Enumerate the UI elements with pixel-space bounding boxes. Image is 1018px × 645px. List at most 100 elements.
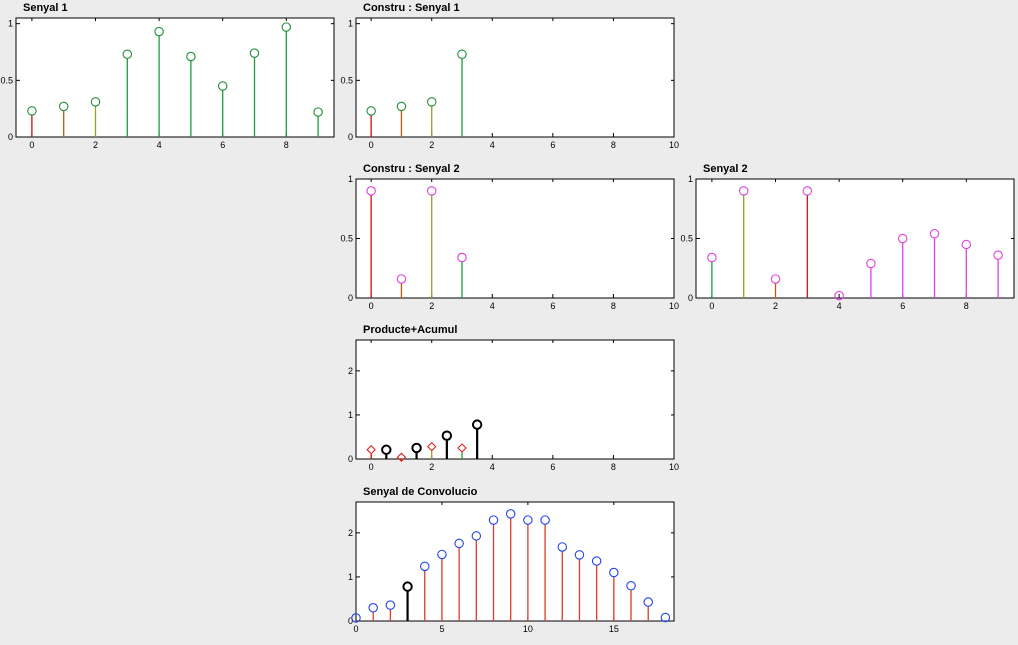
y-tick-label: 0: [348, 293, 353, 303]
x-tick-label: 4: [490, 140, 495, 150]
stem-marker: [58, 101, 69, 112]
stem-marker: [471, 419, 483, 430]
plot-frame: [695, 178, 1015, 299]
stem-marker: [426, 186, 437, 196]
x-tick-label: 10: [669, 301, 679, 311]
stem-marker: [366, 106, 376, 116]
stem-marker: [574, 550, 585, 560]
y-tick-label: 0: [348, 616, 353, 626]
y-tick-label: 1: [348, 19, 353, 29]
stem-marker: [381, 444, 392, 455]
stem-marker: [402, 581, 413, 592]
stem-marker: [426, 97, 437, 107]
y-tick-label: 0.5: [680, 234, 693, 244]
plot-frame: [355, 178, 675, 299]
stem-marker: [591, 556, 602, 566]
stem-marker: [802, 186, 813, 196]
y-tick-label: 2: [348, 366, 353, 376]
plot-frame: [15, 17, 335, 138]
chart-title-constru1: Constru : Senyal 1: [363, 2, 460, 14]
stem-marker: [154, 26, 164, 37]
x-tick-label: 8: [611, 301, 616, 311]
plot-frame: [355, 501, 675, 622]
y-tick-label: 1: [348, 175, 353, 184]
stem-marker: [122, 49, 133, 60]
stem-marker: [351, 613, 361, 623]
plot-senyal1: 0 2 4 6 8 0 0.5 1: [0, 17, 335, 150]
stem-marker: [961, 239, 972, 250]
stem-marker: [471, 531, 482, 541]
x-tick-label: 2: [429, 462, 434, 472]
x-tick-label: 10: [523, 624, 533, 634]
x-tick-label: 0: [369, 140, 374, 150]
stem-marker: [609, 567, 619, 578]
y-tick-label: 1: [688, 175, 693, 184]
stem-marker: [368, 603, 378, 613]
stem-marker: [660, 612, 671, 623]
y-tick-label: 0: [348, 132, 353, 142]
y-tick-label: 0.5: [340, 234, 353, 244]
stem-marker: [186, 51, 196, 62]
stem-marker: [396, 452, 407, 463]
stem-marker: [626, 580, 636, 591]
x-tick-label: 4: [837, 301, 842, 311]
chart-title-convolucio: Senyal de Convolucio: [363, 486, 478, 498]
plot-producte: 0 2 4 6 8 10 0 1 2: [348, 339, 679, 472]
chart-title-senyal2: Senyal 2: [703, 163, 748, 175]
x-tick-label: 10: [669, 462, 679, 472]
stem-marker: [457, 49, 467, 60]
stem-marker: [249, 48, 260, 58]
x-tick-label: 2: [93, 140, 98, 150]
y-tick-label: 1: [348, 572, 353, 582]
x-tick-label: 8: [611, 462, 616, 472]
x-tick-label: 6: [550, 140, 555, 150]
x-tick-label: 15: [609, 624, 619, 634]
x-tick-label: 8: [611, 140, 616, 150]
y-tick-label: 0: [688, 293, 693, 303]
plot-convolucio: 0 5 10 15 0 1 2: [348, 501, 675, 634]
x-tick-label: 4: [490, 462, 495, 472]
stem-marker: [866, 258, 876, 269]
x-tick-label: 6: [220, 140, 225, 150]
plot-senyal2: 0 2 4 6 8 0 0.5 1: [680, 175, 1015, 311]
x-tick-label: 0: [369, 462, 374, 472]
y-tick-label: 2: [348, 528, 353, 538]
stem-marker: [217, 81, 228, 91]
chart-title-producte: Producte+Acumul: [363, 324, 458, 336]
x-tick-label: 6: [550, 462, 555, 472]
stem-marker: [27, 106, 37, 116]
stem-marker: [366, 186, 376, 196]
y-tick-label: 0: [8, 132, 13, 142]
x-tick-label: 2: [429, 301, 434, 311]
x-tick-label: 0: [709, 301, 714, 311]
stem-marker: [523, 515, 533, 525]
stem-marker: [897, 233, 908, 244]
stem-marker: [643, 597, 653, 607]
x-tick-label: 2: [429, 140, 434, 150]
stem-marker: [385, 600, 396, 610]
stem-marker: [929, 228, 940, 239]
stem-marker: [281, 22, 292, 32]
y-tick-label: 0.5: [0, 75, 13, 85]
x-tick-label: 0: [29, 140, 34, 150]
plot-frame: [355, 339, 675, 460]
x-tick-label: 8: [964, 301, 969, 311]
x-tick-label: 10: [669, 140, 679, 150]
stem-marker: [457, 252, 467, 263]
x-tick-label: 4: [157, 140, 162, 150]
stem-marker: [366, 444, 376, 455]
y-tick-label: 0: [348, 454, 353, 464]
stem-marker: [993, 250, 1003, 260]
stem-marker: [441, 430, 453, 441]
x-tick-label: 0: [353, 624, 358, 634]
plot-constru2: 0 2 4 6 8 10 0 0.5 1: [340, 175, 679, 311]
chart-title-constru2: Constru : Senyal 2: [363, 163, 460, 175]
y-tick-label: 1: [8, 19, 13, 29]
chart-title-senyal1: Senyal 1: [23, 2, 68, 14]
stem-marker: [707, 252, 717, 263]
y-tick-label: 1: [348, 410, 353, 420]
stem-marker: [505, 509, 516, 519]
x-tick-label: 4: [490, 301, 495, 311]
stem-marker: [454, 538, 464, 549]
stem-marker: [420, 561, 430, 572]
